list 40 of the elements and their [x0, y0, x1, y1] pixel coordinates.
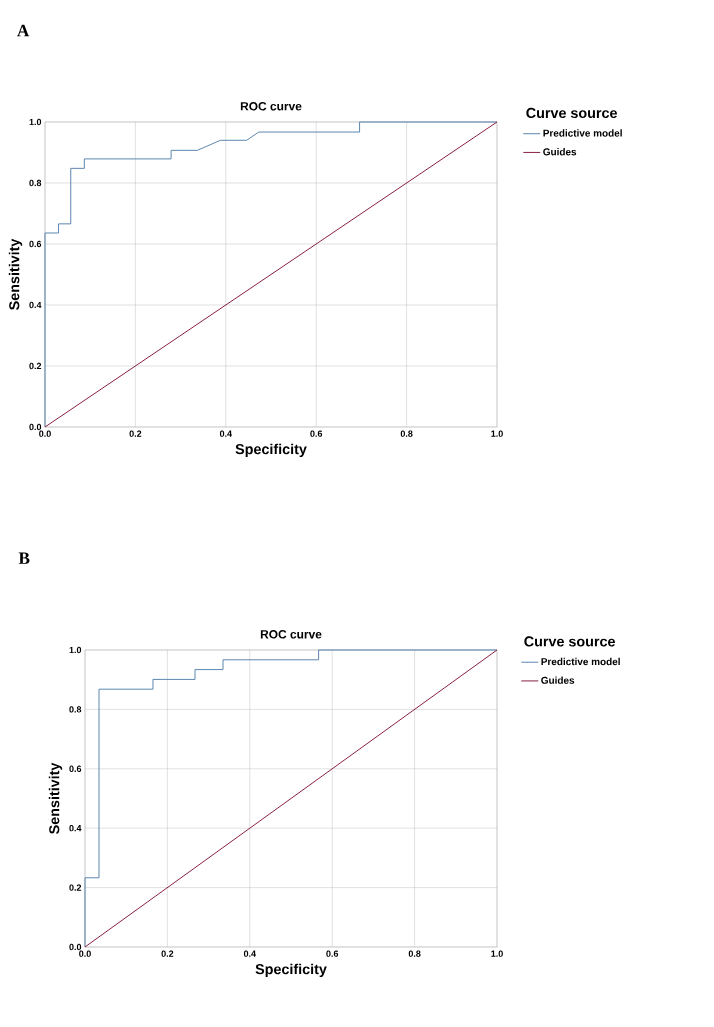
x-tick-label: 0.8: [408, 950, 421, 957]
legend-label: Predictive model: [541, 657, 620, 666]
legend-title: Curve source: [524, 636, 615, 647]
chart-title: ROC curve: [240, 102, 302, 111]
legend-label: Guides: [543, 148, 577, 156]
y-tick-label: 0.6: [29, 240, 42, 248]
x-tick-label: 0.4: [243, 950, 256, 957]
x-tick-label: 0.6: [326, 950, 339, 957]
x-axis-title: Specificity: [255, 963, 327, 978]
x-tick-label: 0.4: [219, 430, 232, 437]
x-tick-label: 0.2: [161, 950, 174, 957]
y-tick-label: 1.0: [69, 646, 82, 654]
legend-title: Curve source: [526, 107, 617, 119]
x-tick-label: 0.0: [79, 950, 91, 957]
y-axis-title: Sensitivity: [8, 238, 23, 310]
y-tick-label: 0.8: [69, 706, 82, 713]
y-tick-label: 0.6: [69, 765, 82, 772]
y-tick-label: 0.4: [29, 301, 42, 309]
x-tick-label: 0.6: [310, 430, 323, 437]
chart-title: ROC curve: [260, 630, 322, 639]
x-tick-label: 0.2: [129, 430, 142, 437]
line-series: [84, 649, 498, 948]
y-tick-label: 0.2: [69, 884, 82, 891]
line-series: [44, 121, 498, 428]
legend-label: Predictive model: [543, 129, 622, 137]
legend-label: Guides: [541, 676, 575, 684]
y-tick-label: 0.0: [29, 423, 42, 431]
y-tick-label: 0.2: [29, 362, 42, 370]
y-tick-label: 0.0: [69, 943, 82, 951]
y-tick-label: 0.4: [69, 825, 82, 832]
x-axis-title: Specificity: [235, 443, 307, 458]
x-tick-label: 1.0: [491, 950, 503, 957]
y-tick-label: 1.0: [29, 118, 42, 126]
y-axis-title: Sensitivity: [48, 762, 63, 834]
text: A: [17, 24, 30, 37]
y-tick-label: 0.8: [29, 179, 42, 187]
x-tick-label: 1.0: [491, 430, 503, 437]
x-tick-label: 0.8: [400, 430, 413, 437]
text: B: [18, 552, 30, 564]
x-tick-label: 0.0: [39, 430, 51, 437]
